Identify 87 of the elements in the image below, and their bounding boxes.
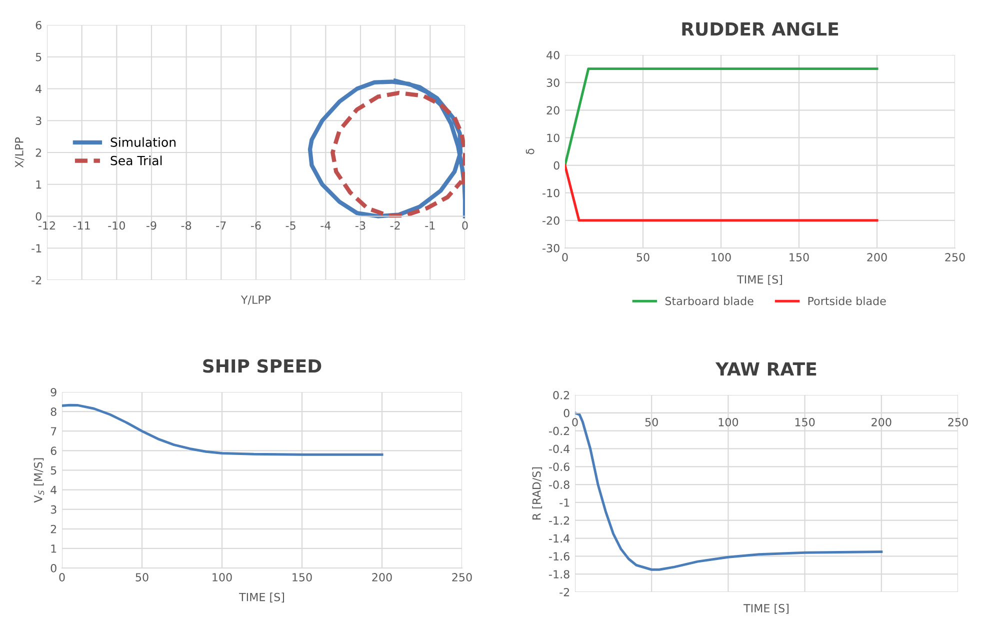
y-tick-label: -2 <box>560 588 570 596</box>
y-tick-label: 10 <box>547 134 560 142</box>
x-axis-title: Y/LPP <box>240 296 271 305</box>
y-tick-label: 3 <box>36 116 42 126</box>
x-tick-label: -10 <box>108 221 126 230</box>
x-tick-label: -4 <box>320 221 331 230</box>
y-tick-label: 5 <box>36 52 42 62</box>
x-tick-label: -6 <box>251 221 261 230</box>
legend-label: Simulation <box>110 137 176 147</box>
y-tick-label: -1 <box>560 498 570 507</box>
legend-label: Portside blade <box>808 296 886 306</box>
x-tick-label: 150 <box>292 573 312 582</box>
y-tick-label: 1 <box>51 544 56 553</box>
y-tick-label: 0 <box>50 564 56 572</box>
x-tick-label: -2 <box>390 221 400 230</box>
x-tick-label: -12 <box>38 221 55 230</box>
y-tick-label: -1.6 <box>549 552 570 561</box>
y-tick-label: 30 <box>546 78 560 87</box>
x-tick-label: -5 <box>286 221 296 230</box>
y-tick-label: 2 <box>50 524 56 534</box>
y-tick-label: 0 <box>36 212 42 221</box>
x-tick-label: 200 <box>872 418 892 426</box>
x-tick-label: 100 <box>718 418 738 426</box>
y-tick-label: 8 <box>50 408 56 416</box>
y-tick-label: -0.2 <box>549 426 570 436</box>
y-tick-label: 6 <box>36 20 42 30</box>
x-tick-label: 250 <box>452 573 472 582</box>
x-tick-label: -1 <box>425 221 435 230</box>
x-axis-title: TIME [S] <box>239 592 284 603</box>
x-tick-label: 100 <box>212 573 232 582</box>
chart-title: SHIP SPEED <box>203 359 322 373</box>
x-tick-label: -7 <box>216 221 226 230</box>
x-tick-label: 0 <box>59 573 65 582</box>
y-tick-label: 0.2 <box>553 390 570 400</box>
x-tick-label: 200 <box>867 253 887 262</box>
x-tick-label: 150 <box>790 253 809 262</box>
y-tick-label: 5 <box>50 466 56 475</box>
y-tick-label: 1 <box>36 180 42 189</box>
y-tick-label: 40 <box>546 50 560 60</box>
y-tick-label: 9 <box>50 388 56 396</box>
y-axis-title: R [RAD/S] <box>532 467 542 520</box>
y-tick-label: -0.8 <box>549 480 570 489</box>
y-tick-label: -2 <box>32 276 42 284</box>
line-series <box>308 78 465 218</box>
x-tick-label: 150 <box>795 418 815 426</box>
y-tick-label: -30 <box>542 244 560 252</box>
y-tick-label: -1.2 <box>549 516 570 525</box>
y-tick-label: -10 <box>542 188 560 198</box>
chart-title: YAW RATE <box>715 362 816 376</box>
y-tick-label: 6 <box>50 446 56 456</box>
y-axis-title: δ <box>526 148 534 154</box>
x-tick-label: 0 <box>462 221 468 230</box>
y-tick-label: -1 <box>32 244 42 252</box>
x-tick-label: 250 <box>945 253 965 262</box>
x-tick-label: -3 <box>356 221 366 230</box>
x-tick-label: 250 <box>948 418 968 426</box>
x-tick-label: -9 <box>146 221 156 230</box>
line-series <box>62 404 384 456</box>
x-tick-label: 50 <box>136 573 148 582</box>
y-axis-title: X/LPP <box>15 137 24 168</box>
y-tick-label: 4 <box>36 84 42 93</box>
x-tick-label: 50 <box>645 418 658 426</box>
y-tick-label: 2 <box>36 148 42 157</box>
x-tick-label: 200 <box>372 573 392 582</box>
y-tick-label: 0 <box>564 408 570 418</box>
y-tick-label: 20 <box>546 106 560 115</box>
y-tick-label: 0 <box>554 161 560 170</box>
y-tick-label: -20 <box>542 216 560 225</box>
y-axis-title: V$_{S}$ [M/S] <box>34 458 44 503</box>
legend-label: Starboard blade <box>665 296 754 306</box>
chart-title: RUDDER ANGLE <box>682 22 838 36</box>
y-tick-label: 3 <box>50 505 56 514</box>
x-tick-label: 50 <box>636 253 650 262</box>
line-series <box>330 90 465 218</box>
x-tick-label: 100 <box>712 253 731 262</box>
legend-label: Sea Trial <box>110 156 162 166</box>
x-tick-label: -8 <box>181 221 192 230</box>
y-tick-label: -1.8 <box>549 570 570 578</box>
x-tick-label: 0 <box>572 418 578 426</box>
y-tick-label: 4 <box>50 486 57 494</box>
y-tick-label: 7 <box>50 427 56 436</box>
y-tick-label: -1.4 <box>549 534 570 542</box>
x-axis-title: TIME [S] <box>737 275 782 285</box>
x-axis-title: TIME [S] <box>744 604 789 614</box>
y-tick-label: -0.6 <box>549 462 570 472</box>
y-tick-label: -0.4 <box>549 444 570 454</box>
x-tick-label: -11 <box>73 221 90 230</box>
